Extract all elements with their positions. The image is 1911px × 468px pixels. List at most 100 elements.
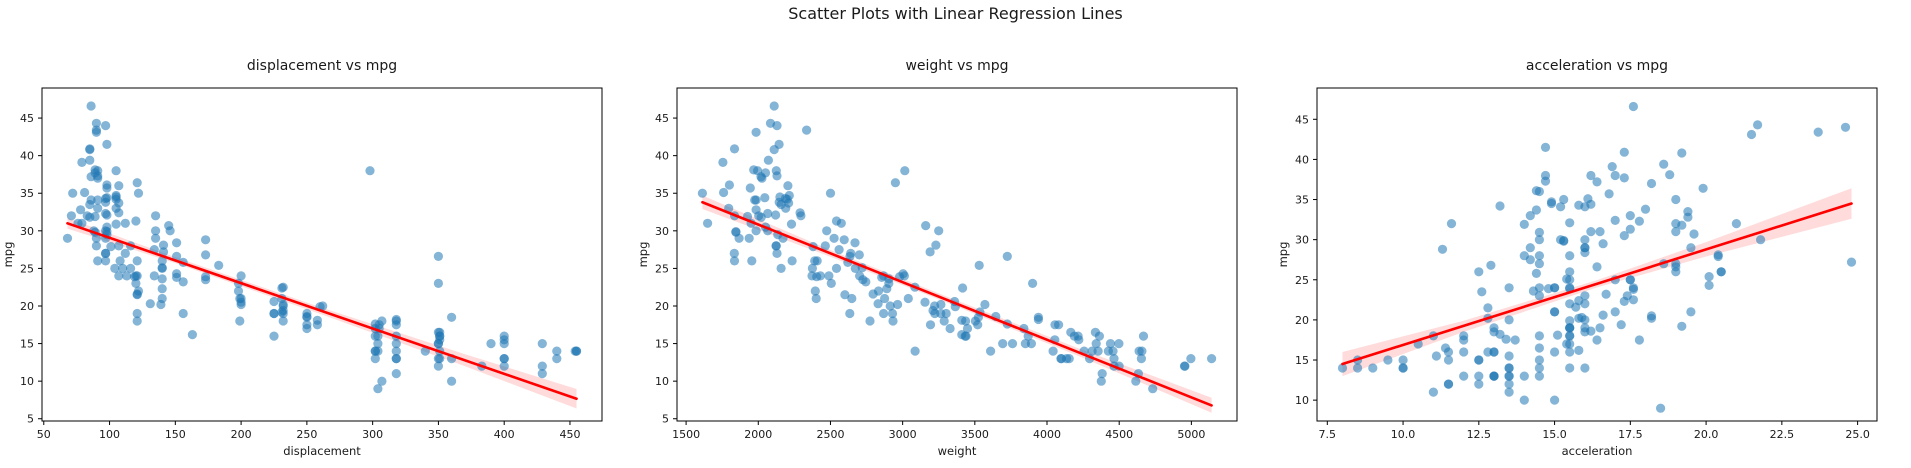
y-tick-label: 10 — [1295, 394, 1309, 407]
x-tick-label: 20.0 — [1694, 428, 1719, 441]
data-point — [373, 384, 383, 394]
data-point — [1586, 227, 1596, 237]
data-point — [447, 312, 457, 322]
data-point — [825, 188, 836, 198]
y-tick-label: 10 — [20, 375, 34, 388]
x-tick-label: 7.5 — [1319, 428, 1337, 441]
data-point — [66, 211, 76, 221]
data-point — [1534, 251, 1544, 261]
y-tick-label: 5 — [27, 413, 34, 426]
data-point — [1556, 235, 1566, 245]
data-point — [1628, 101, 1638, 112]
axes-frame — [1316, 87, 1878, 422]
data-point — [111, 166, 121, 176]
data-point — [1443, 379, 1454, 389]
y-tick-label: 20 — [20, 300, 34, 313]
data-point — [751, 205, 761, 215]
data-point — [537, 339, 547, 349]
subplot-title: weight vs mpg — [905, 58, 1008, 74]
data-point — [1586, 170, 1596, 181]
data-point — [776, 263, 786, 273]
data-point — [571, 346, 582, 356]
data-point — [751, 226, 761, 236]
data-point — [115, 256, 125, 266]
subplot-acceleration: acceleration vs mpg 7.5 10.0 12.5 15.0 17.5 20… — [1276, 58, 1878, 458]
data-point — [1368, 363, 1378, 373]
x-axis: 7.5 10.0 12.5 15.0 17.5 20.0 22.5 25.0 accelerat… — [1319, 421, 1870, 458]
data-point — [499, 335, 509, 345]
data-point — [1096, 376, 1106, 386]
data-point — [751, 195, 761, 205]
data-point — [1556, 202, 1566, 212]
data-point — [1677, 148, 1687, 158]
data-point — [1592, 177, 1602, 187]
data-point — [1580, 323, 1590, 333]
data-point — [172, 272, 182, 282]
data-point — [1528, 286, 1538, 296]
data-point — [865, 316, 875, 326]
data-point — [86, 101, 96, 111]
data-point — [391, 346, 401, 356]
data-point — [391, 339, 401, 349]
data-point — [1683, 212, 1693, 222]
data-point — [1428, 387, 1438, 397]
data-point — [939, 316, 949, 326]
data-point — [1580, 363, 1590, 373]
data-point — [93, 203, 103, 213]
data-point — [1813, 127, 1823, 137]
data-point — [1114, 339, 1124, 349]
y-axis: 10 15 20 25 30 35 40 45 mpg — [1276, 113, 1317, 407]
y-tick-label: 40 — [655, 150, 669, 163]
data-point — [1550, 347, 1560, 357]
y-axis: 5 10 15 20 25 30 35 40 45 mpg — [636, 112, 677, 426]
data-point — [1483, 347, 1493, 357]
data-point — [1580, 202, 1590, 212]
x-tick-label: 4000 — [1033, 428, 1061, 441]
data-point — [1619, 173, 1629, 183]
data-point — [91, 233, 101, 243]
data-point — [1625, 275, 1635, 285]
data-point — [1580, 299, 1590, 309]
y-tick-label: 35 — [20, 187, 34, 200]
data-point — [1353, 363, 1363, 373]
regression-line — [1341, 202, 1853, 366]
data-point — [1580, 243, 1590, 253]
data-point — [1519, 219, 1529, 229]
data-point — [1550, 307, 1560, 317]
data-point — [845, 308, 855, 319]
data-point — [1671, 227, 1681, 237]
data-point — [1565, 267, 1575, 277]
data-point — [1510, 335, 1520, 345]
y-tick-label: 30 — [655, 225, 669, 238]
data-point — [235, 316, 245, 326]
data-point — [928, 305, 938, 316]
data-point — [236, 299, 246, 310]
x-tick-label: 350 — [428, 428, 449, 441]
data-point — [880, 293, 890, 304]
data-point — [887, 308, 898, 319]
data-point — [552, 354, 562, 364]
data-point — [269, 308, 279, 319]
data-point — [1534, 343, 1544, 353]
y-tick-label: 5 — [662, 413, 669, 426]
data-point — [854, 250, 864, 260]
data-point — [370, 331, 380, 341]
data-point — [882, 284, 892, 294]
data-point — [850, 238, 860, 248]
data-point — [771, 166, 781, 176]
data-point — [433, 278, 443, 288]
data-point — [760, 168, 771, 178]
data-point — [1519, 395, 1529, 405]
data-point — [745, 183, 755, 193]
data-point — [102, 183, 112, 193]
data-point — [90, 211, 100, 222]
data-point — [370, 319, 380, 329]
data-point — [763, 155, 774, 165]
data-point — [873, 299, 883, 309]
data-point — [1592, 262, 1602, 272]
data-point — [1565, 347, 1575, 357]
data-point — [1061, 354, 1072, 364]
data-point — [1716, 267, 1726, 277]
data-point — [145, 299, 155, 309]
data-point — [1686, 307, 1696, 317]
